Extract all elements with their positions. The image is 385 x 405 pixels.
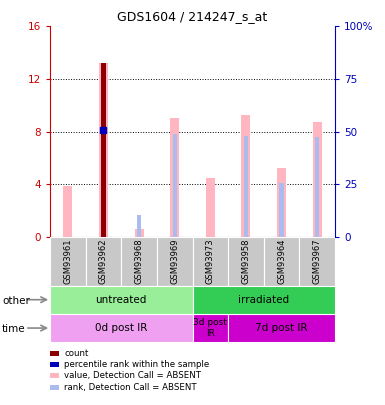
Bar [50, 286, 192, 314]
Text: time: time [2, 324, 25, 334]
Bar [192, 286, 335, 314]
Bar [206, 178, 215, 237]
Bar [135, 229, 144, 237]
Text: GSM93969: GSM93969 [170, 239, 179, 284]
Text: value, Detection Call = ABSENT: value, Detection Call = ABSENT [64, 371, 201, 380]
Bar [280, 183, 284, 237]
Bar [192, 237, 228, 286]
Text: percentile rank within the sample: percentile rank within the sample [64, 360, 209, 369]
Bar [264, 237, 300, 286]
Bar [99, 63, 108, 237]
Bar [241, 115, 250, 237]
Bar [228, 237, 264, 286]
Text: GSM93964: GSM93964 [277, 239, 286, 284]
Bar [137, 215, 141, 237]
Bar [277, 168, 286, 237]
Text: count: count [64, 349, 89, 358]
Text: GDS1604 / 214247_s_at: GDS1604 / 214247_s_at [117, 10, 268, 23]
Bar [64, 185, 72, 237]
Bar [50, 314, 192, 342]
Bar [121, 237, 157, 286]
Bar [85, 237, 121, 286]
Bar [157, 237, 192, 286]
Text: GSM93962: GSM93962 [99, 239, 108, 284]
Text: GSM93961: GSM93961 [64, 239, 72, 284]
Text: 3d post
IR: 3d post IR [193, 318, 227, 338]
Text: other: other [2, 296, 30, 305]
Bar [228, 314, 335, 342]
Text: GSM93973: GSM93973 [206, 239, 215, 284]
Bar [101, 63, 105, 237]
Text: 0d post IR: 0d post IR [95, 323, 147, 333]
Text: untreated: untreated [95, 295, 147, 305]
Bar [300, 237, 335, 286]
Bar [244, 136, 248, 237]
Bar [315, 137, 319, 237]
Bar [50, 237, 85, 286]
Text: rank, Detection Call = ABSENT: rank, Detection Call = ABSENT [64, 383, 197, 392]
Text: GSM93968: GSM93968 [135, 239, 144, 284]
Text: irradiated: irradiated [238, 295, 289, 305]
Text: 7d post IR: 7d post IR [255, 323, 308, 333]
Text: GSM93958: GSM93958 [241, 239, 250, 284]
Text: GSM93967: GSM93967 [313, 239, 321, 284]
Bar [313, 122, 321, 237]
Bar [170, 118, 179, 237]
Bar [192, 314, 228, 342]
Bar [172, 134, 177, 237]
